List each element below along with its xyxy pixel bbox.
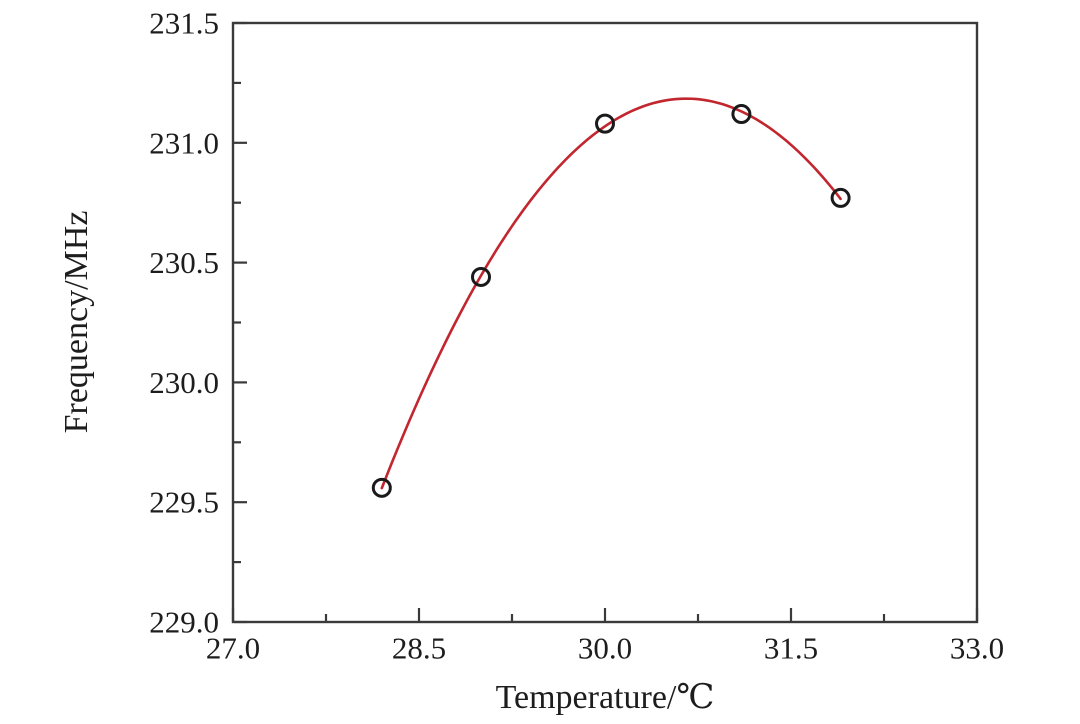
y-tick-label: 229.0	[149, 605, 219, 640]
data-point-marker	[371, 477, 392, 498]
data-point-marker	[830, 187, 851, 208]
data-point-marker	[731, 104, 752, 125]
y-tick-label: 230.0	[149, 365, 219, 400]
y-tick-label: 231.5	[149, 6, 219, 41]
x-tick-label: 30.0	[578, 630, 632, 665]
plot-frame	[231, 21, 979, 624]
data-point-marker	[471, 266, 491, 287]
x-axis-title: Temperature/℃	[496, 679, 715, 716]
y-axis-title: Frequency/MHz	[58, 211, 95, 434]
x-tick-label: 28.5	[392, 630, 446, 665]
y-tick-label: 230.5	[149, 245, 219, 280]
x-tick-label: 31.5	[764, 630, 818, 665]
data-point-marker	[595, 113, 615, 134]
x-tick-label: 27.0	[206, 630, 260, 665]
fit-curve	[380, 97, 842, 490]
y-tick-label: 231.0	[149, 125, 219, 160]
y-tick-label: 229.5	[149, 485, 219, 520]
plot-area: 27.0 28.5 30.0 31.5 33.0 229.0 229.5 230.0 230.5…	[149, 6, 1004, 666]
x-tick-label: 33.0	[950, 630, 1004, 665]
